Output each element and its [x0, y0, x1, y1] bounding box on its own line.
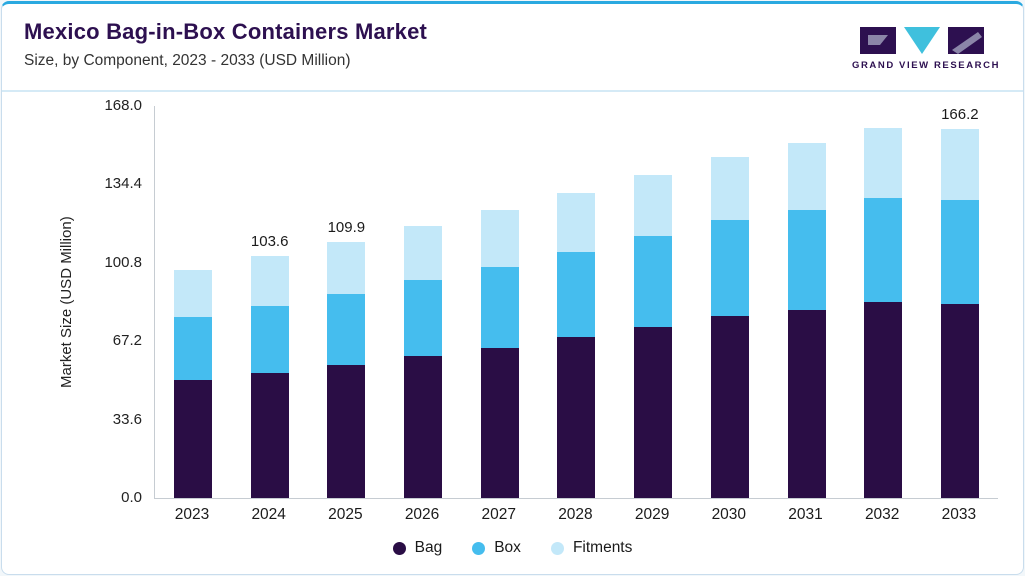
bar-2025: 109.9 — [308, 106, 384, 498]
x-axis-label: 2025 — [328, 506, 363, 523]
header-divider — [2, 90, 1023, 92]
bar-segment-fitments — [557, 192, 596, 252]
bar-segment-bag — [250, 373, 289, 498]
logo-text: GRAND VIEW RESEARCH — [851, 60, 1001, 71]
legend-item-fitments: Fitments — [550, 539, 633, 557]
bar-segment-box — [787, 209, 826, 311]
legend-label: Fitments — [572, 539, 633, 556]
x-axis-label: 2029 — [634, 506, 670, 523]
x-axis-label: 2024 — [251, 506, 286, 523]
x-axis-label: 2030 — [711, 506, 747, 523]
bar-total-label: 103.6 — [250, 233, 289, 251]
bar-2026 — [385, 106, 461, 498]
bar-2024: 103.6 — [232, 106, 308, 498]
bar-segment-bag — [174, 380, 212, 498]
legend-item-bag: Bag — [392, 539, 443, 557]
y-tick-label: 134.4 — [104, 175, 142, 193]
bar-segment-box — [404, 279, 443, 356]
legend-swatch — [392, 541, 406, 555]
bar-segment-box — [634, 235, 673, 327]
page-title: Mexico Bag-in-Box Containers Market — [24, 19, 428, 44]
bar-segment-fitments — [634, 175, 673, 236]
y-tick-label: 100.8 — [104, 253, 142, 271]
bar-segment-bag — [404, 355, 443, 498]
bar-2032 — [845, 106, 921, 498]
x-axis-label: 2033 — [941, 506, 977, 523]
bar-segment-bag — [940, 303, 979, 498]
bar-segment-fitments — [480, 210, 519, 267]
header: Mexico Bag-in-Box Containers Market Size… — [2, 4, 1023, 90]
legend-swatch — [472, 541, 486, 555]
legend-swatch — [550, 541, 564, 555]
legend-label: Bag — [414, 539, 443, 556]
bar-2030 — [692, 106, 768, 498]
bar-total-label: 109.9 — [327, 218, 366, 236]
bar-segment-fitments — [940, 129, 979, 201]
bar-2033: 166.2 — [922, 106, 998, 498]
bar-segment-fitments — [710, 157, 749, 221]
legend: Bag Box Fitments — [2, 539, 1023, 557]
bar-segment-box — [940, 200, 979, 304]
bar-segment-fitments — [404, 225, 443, 280]
bar-2023 — [155, 106, 231, 498]
y-tick-label: 67.2 — [112, 332, 142, 350]
bar-segment-bag — [710, 316, 749, 498]
legend-item-box: Box — [472, 539, 521, 557]
bar-total-label: 166.2 — [941, 106, 979, 123]
bar-segment-fitments — [174, 269, 212, 318]
bar-segment-bag — [864, 302, 903, 498]
bar-segment-box — [480, 267, 519, 348]
grand-view-research-logo: GRAND VIEW RESEARCH — [851, 26, 1001, 71]
y-tick-label: 168.0 — [104, 97, 142, 114]
bar-2031 — [769, 106, 845, 498]
x-axis-label: 2023 — [174, 506, 210, 523]
plot-area: 103.6 109.9 166.2 — [154, 106, 998, 499]
x-axis-label: 2032 — [864, 506, 900, 523]
x-axis-label: 2027 — [481, 506, 516, 523]
legend-label: Box — [494, 539, 521, 556]
page-subtitle: Size, by Component, 2023 - 2033 (USD Mil… — [24, 52, 351, 69]
y-tick-label: 0.0 — [121, 489, 142, 506]
bar-segment-box — [327, 293, 366, 365]
bar-segment-bag — [787, 310, 826, 498]
bar-segment-box — [710, 220, 749, 316]
bar-segment-fitments — [250, 256, 289, 306]
bar-segment-fitments — [327, 241, 366, 294]
bar-2027 — [462, 106, 538, 498]
stacked-bar-chart: Market Size (USD Million) 168.0 134.4 100.… — [2, 96, 1023, 574]
bar-segment-bag — [327, 365, 366, 498]
logo-mark-icon — [860, 27, 984, 54]
x-axis-label: 2031 — [788, 506, 823, 523]
bar-segment-box — [250, 305, 289, 374]
bar-segment-fitments — [864, 128, 903, 199]
y-tick-label: 33.6 — [112, 410, 142, 428]
x-axis-label: 2028 — [558, 506, 593, 523]
bar-2028 — [538, 106, 614, 498]
bar-segment-fitments — [787, 143, 826, 210]
y-axis-ticks: 168.0 134.4 100.8 67.2 33.6 0.0 — [2, 97, 142, 506]
bar-segment-bag — [480, 347, 519, 498]
x-axis-labels: 2023 2024 2025 2026 2027 2028 2029 2030 2031 2032… — [154, 506, 997, 524]
bar-segment-bag — [634, 326, 673, 498]
x-axis-label: 2026 — [404, 506, 440, 523]
bar-segment-box — [864, 198, 903, 302]
bar-segment-bag — [557, 337, 596, 498]
bar-segment-box — [557, 251, 596, 337]
bar-2029 — [615, 106, 691, 498]
bar-segment-box — [174, 317, 212, 381]
